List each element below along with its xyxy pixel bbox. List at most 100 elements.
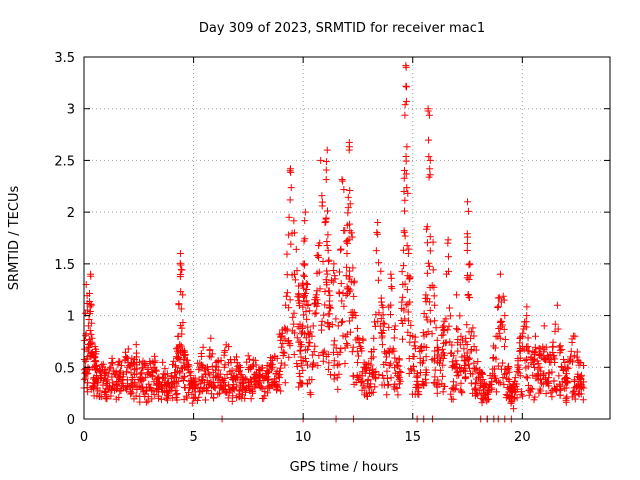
data-point [453, 372, 461, 380]
data-point [335, 360, 343, 368]
data-point [85, 365, 93, 373]
data-point [371, 318, 379, 326]
data-point [373, 228, 381, 236]
data-point [299, 271, 307, 279]
data-point [454, 339, 462, 347]
data-point [376, 322, 384, 330]
data-point [395, 362, 403, 370]
data-point [445, 267, 453, 275]
data-point [302, 280, 310, 288]
data-point [426, 247, 434, 255]
data-point [515, 369, 523, 377]
data-point [314, 251, 322, 259]
data-point [86, 326, 94, 334]
data-point [176, 341, 184, 349]
data-point [312, 309, 320, 317]
data-point [278, 329, 286, 337]
data-point [466, 271, 474, 279]
data-point [423, 239, 431, 247]
data-point [336, 246, 344, 254]
data-point [422, 313, 430, 321]
data-point [438, 372, 446, 380]
data-point [308, 351, 316, 359]
data-point [540, 345, 548, 353]
data-point [339, 317, 347, 325]
data-point [433, 344, 441, 352]
data-point [252, 377, 260, 385]
data-point [338, 176, 346, 184]
data-point [195, 366, 203, 374]
data-point [285, 231, 293, 239]
data-point [341, 360, 349, 368]
data-point [523, 303, 531, 311]
data-point [400, 207, 408, 215]
data-point [370, 345, 378, 353]
data-point [330, 357, 338, 365]
data-point [424, 328, 432, 336]
data-point [387, 360, 395, 368]
data-point [430, 292, 438, 300]
data-point [217, 356, 225, 364]
data-point [439, 331, 447, 339]
data-point [456, 363, 464, 371]
data-point [426, 298, 434, 306]
data-point [108, 379, 116, 387]
data-point [426, 171, 434, 179]
data-point [236, 363, 244, 371]
data-point [290, 320, 298, 328]
data-point [445, 304, 453, 312]
data-point [490, 365, 498, 373]
data-point [463, 246, 471, 254]
data-point [264, 369, 272, 377]
data-point [303, 379, 311, 387]
data-point [392, 358, 400, 366]
data-point [530, 396, 538, 404]
data-point [157, 395, 165, 403]
data-point [403, 83, 411, 91]
data-point [481, 382, 489, 390]
data-point [138, 364, 146, 372]
data-point [270, 378, 278, 386]
data-point [401, 111, 409, 119]
data-point [345, 138, 353, 146]
data-point [343, 239, 351, 247]
data-point [297, 341, 305, 349]
data-point [440, 325, 448, 333]
data-point [306, 307, 314, 315]
data-point [409, 352, 417, 360]
data-point [392, 369, 400, 377]
data-point [340, 226, 348, 234]
data-point [400, 166, 408, 174]
data-point [386, 311, 394, 319]
data-point [161, 374, 169, 382]
data-point [516, 372, 524, 380]
data-point [464, 207, 472, 215]
data-point [344, 341, 352, 349]
data-point [405, 355, 413, 363]
data-point [378, 372, 386, 380]
data-point [346, 267, 354, 275]
data-point [318, 317, 326, 325]
data-point [181, 372, 189, 380]
data-point [404, 189, 412, 197]
data-point [460, 366, 468, 374]
data-point [399, 262, 407, 270]
data-point [337, 245, 345, 253]
data-point [227, 359, 235, 367]
data-point [516, 339, 524, 347]
data-point [522, 373, 530, 381]
data-point [178, 324, 186, 332]
data-point [296, 347, 304, 355]
data-point [346, 200, 354, 208]
data-point [173, 345, 181, 353]
data-point [268, 365, 276, 373]
data-point [320, 311, 328, 319]
data-point [478, 399, 486, 407]
data-point [435, 381, 443, 389]
data-point [359, 336, 367, 344]
data-point [132, 341, 140, 349]
data-point [175, 301, 183, 309]
data-point [319, 357, 327, 365]
data-point [313, 287, 321, 295]
data-point [349, 343, 357, 351]
